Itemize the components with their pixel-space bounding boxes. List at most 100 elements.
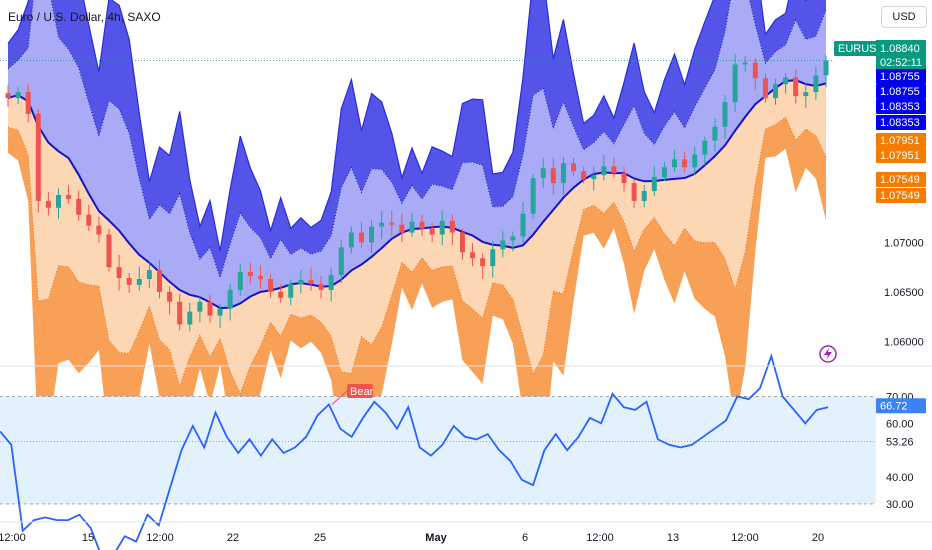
candle (167, 291, 173, 302)
blue-band-tag-bg (876, 69, 926, 84)
symbol-tag-text: EURUSD (838, 43, 885, 55)
candle (106, 234, 112, 268)
candle (409, 221, 415, 233)
candle (793, 77, 799, 97)
lightning-button[interactable] (819, 345, 837, 363)
candle (773, 84, 779, 99)
candle (96, 225, 102, 235)
bear-pointer (331, 390, 348, 405)
last-price-value: 1.08840 (880, 43, 920, 55)
candle (560, 163, 566, 184)
candle (278, 291, 284, 298)
candle (55, 194, 61, 208)
candle (288, 283, 294, 298)
orange-band-tag-bg (876, 148, 926, 163)
countdown-value: 02:52:11 (880, 57, 922, 69)
blue-band-tag: 1.08353 (876, 115, 926, 130)
candle (712, 126, 718, 141)
candle (550, 168, 556, 184)
candle (823, 60, 829, 76)
price-tick-label: 1.06500 (884, 287, 924, 299)
lightning-icon (824, 348, 832, 360)
time-tick-label: May (425, 532, 447, 544)
candle (591, 175, 597, 180)
candle-layer (5, 54, 829, 332)
orange-band-tag: 1.07549 (876, 188, 926, 203)
rsi-value-tag-bg (876, 398, 926, 414)
candle (35, 113, 41, 201)
blue-band-tag-text: 1.08755 (880, 71, 920, 83)
candle (247, 272, 253, 277)
candle (328, 275, 334, 290)
candle (318, 283, 324, 290)
candle (207, 301, 213, 316)
rsi-tick-label: 30.00 (886, 499, 914, 511)
orange-band-tag: 1.07549 (876, 172, 926, 187)
candle (702, 140, 708, 155)
candle (429, 228, 435, 235)
candle (661, 167, 667, 178)
rsi-tick-label: 40.00 (886, 472, 914, 484)
candle (520, 213, 526, 237)
blue-band-tag-bg (876, 84, 926, 99)
blue-band-tag-bg (876, 115, 926, 130)
candle (66, 194, 72, 199)
orange-band-tag: 1.07951 (876, 133, 926, 148)
candle (76, 198, 82, 215)
candle (308, 279, 314, 284)
candle (156, 270, 162, 292)
currency-button[interactable]: USD (881, 6, 927, 28)
upper-band-line (7, 0, 808, 251)
candle (470, 252, 476, 259)
time-tick-label: 12:00 (146, 532, 174, 544)
candle (692, 154, 698, 168)
candle (358, 232, 364, 243)
orange-band-tag-bg (876, 188, 926, 203)
orange-band-tag-bg (876, 133, 926, 148)
candle (672, 159, 678, 168)
time-tick-label: 25 (314, 532, 326, 544)
candle (490, 249, 496, 267)
candle (803, 92, 809, 97)
bear-label: Bear (350, 386, 374, 398)
candle (369, 226, 375, 243)
candle (682, 159, 688, 168)
candle (419, 221, 425, 229)
candle (742, 62, 748, 65)
candle (449, 220, 455, 233)
candle (197, 301, 203, 312)
time-tick-label: 6 (522, 532, 528, 544)
candle (379, 222, 385, 227)
bear-signal (347, 384, 373, 398)
orange-band-tag-text: 1.07951 (880, 135, 920, 147)
candle (86, 214, 92, 226)
blue-band-tag-bg (876, 99, 926, 114)
candle (15, 92, 21, 99)
candle (500, 240, 506, 250)
blue-band-tag: 1.08755 (876, 69, 926, 84)
mid-band-line (7, 79, 827, 310)
rsi-tick-label: 60.00 (886, 418, 914, 430)
time-tick-label: 15 (82, 532, 94, 544)
band-layer (7, 0, 827, 493)
blue-band-tag: 1.08755 (876, 84, 926, 99)
candle (217, 308, 223, 316)
candle (540, 168, 546, 179)
candle (5, 93, 11, 99)
upper-band-inner (8, 0, 826, 308)
orange-band-tag: 1.07951 (876, 148, 926, 163)
rsi-line (0, 353, 829, 550)
candle (187, 311, 193, 325)
rsi-tick-label: 53.26 (886, 436, 914, 448)
price-tick-label: 1.06000 (884, 336, 924, 348)
blue-band-tag-text: 1.08353 (880, 101, 920, 113)
price-tick-label: 1.07000 (884, 237, 924, 249)
orange-band-tag-text: 1.07951 (880, 150, 920, 162)
candle (177, 301, 183, 325)
candle (732, 64, 738, 103)
candle (813, 75, 819, 93)
candle (389, 222, 395, 225)
candle (257, 276, 263, 280)
